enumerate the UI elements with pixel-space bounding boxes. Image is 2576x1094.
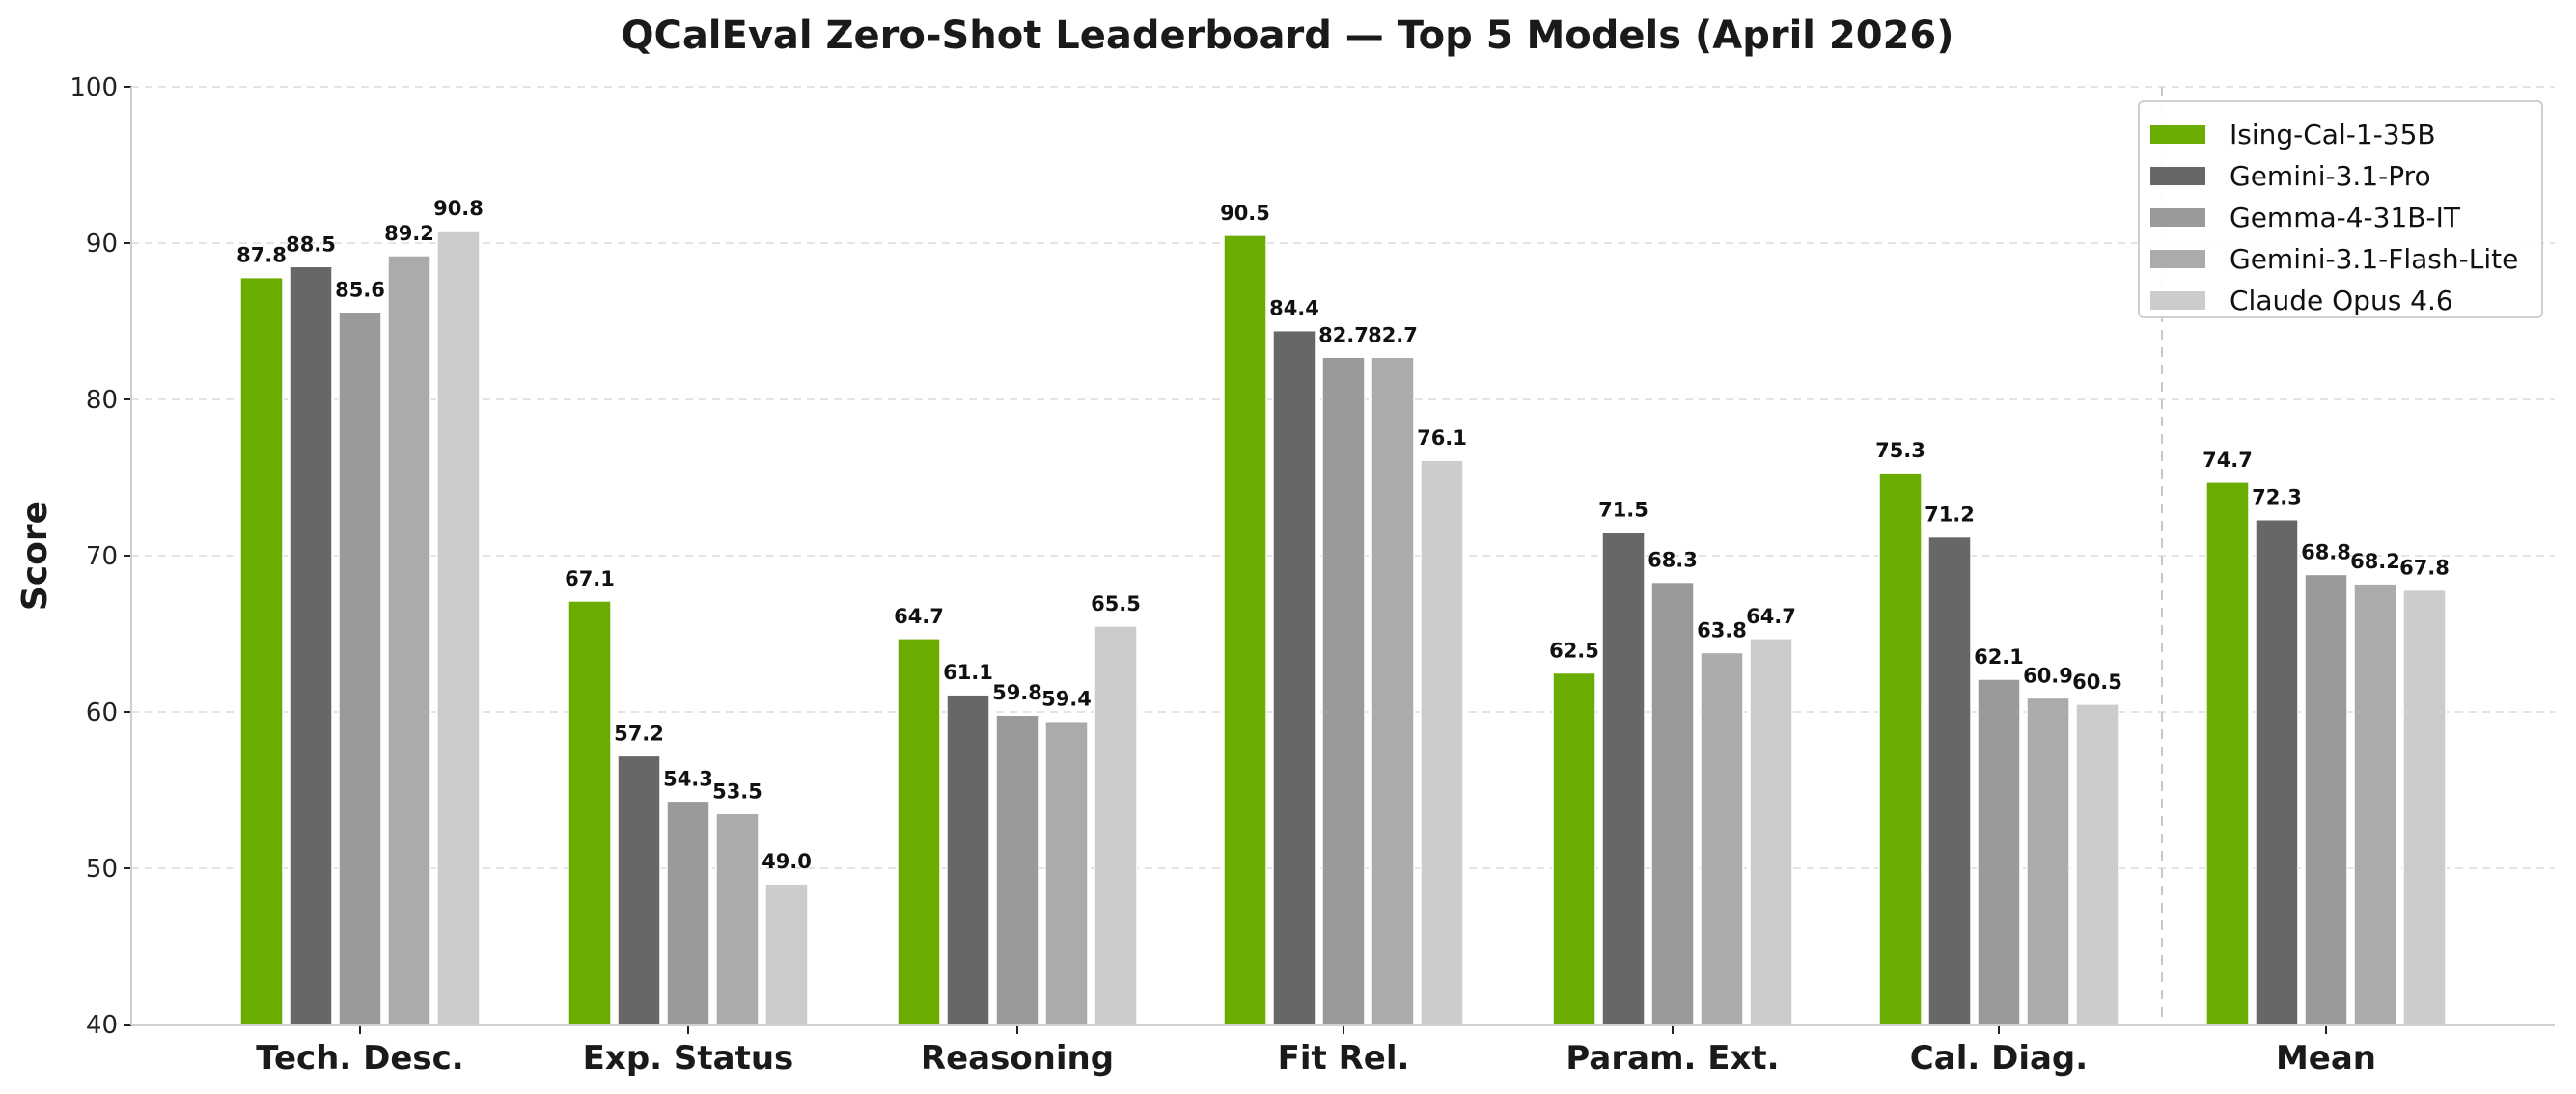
bar (2304, 573, 2348, 1026)
y-tick-label: 60 (86, 698, 118, 727)
value-label: 49.0 (762, 850, 812, 873)
bar (2353, 583, 2397, 1026)
legend-label: Claude Opus 4.6 (2230, 285, 2453, 316)
value-label: 88.5 (286, 232, 336, 256)
bar (2255, 518, 2299, 1026)
legend-frame (2138, 100, 2543, 318)
bar (2026, 697, 2070, 1026)
legend-label: Ising-Cal-1-35B (2230, 119, 2436, 150)
bar (1700, 651, 1744, 1026)
value-label: 53.5 (712, 779, 762, 803)
bar (1420, 459, 1464, 1026)
legend-label: Gemini-3.1-Flash-Lite (2230, 243, 2518, 275)
value-label: 74.7 (2202, 449, 2253, 472)
value-label: 85.6 (335, 278, 385, 301)
bar (1749, 638, 1793, 1026)
value-label: 89.2 (384, 222, 434, 245)
bar (1601, 531, 1646, 1026)
bar (387, 255, 431, 1026)
bar (764, 883, 809, 1026)
x-tick-label: Tech. Desc. (256, 1039, 463, 1078)
bar (338, 311, 382, 1026)
bar (239, 276, 284, 1026)
value-label: 57.2 (614, 722, 664, 745)
bar (1094, 625, 1138, 1026)
bar (2402, 588, 2447, 1026)
value-label: 90.8 (433, 197, 484, 220)
x-tick-label: Param. Ext. (1565, 1039, 1779, 1078)
value-label: 60.5 (2072, 670, 2122, 694)
value-label: 60.9 (2023, 664, 2073, 687)
bar (289, 265, 333, 1026)
chart-title: QCalEval Zero-Shot Leaderboard — Top 5 M… (621, 14, 1953, 58)
value-label: 68.3 (1648, 549, 1698, 572)
bar (1223, 234, 1267, 1026)
value-label: 71.2 (1925, 504, 1975, 527)
bar (995, 714, 1039, 1026)
value-label: 54.3 (663, 767, 713, 790)
y-tick-label: 90 (86, 230, 118, 259)
bar (436, 230, 481, 1026)
value-label: 87.8 (236, 244, 287, 267)
value-label: 72.3 (2252, 486, 2302, 509)
y-tick-label: 50 (86, 855, 118, 884)
x-tick-label: Reasoning (921, 1039, 1114, 1078)
value-label: 67.8 (2399, 557, 2450, 580)
legend-swatch (2150, 125, 2205, 144)
bar (666, 800, 710, 1026)
value-label: 62.1 (1974, 645, 2024, 669)
y-tick-label: 100 (69, 73, 118, 102)
value-label: 84.4 (1269, 297, 1319, 320)
bar (1650, 581, 1695, 1026)
bar (1321, 356, 1366, 1026)
value-label: 67.1 (565, 567, 615, 590)
legend-swatch (2150, 208, 2205, 227)
bar (2075, 703, 2119, 1026)
value-label: 64.7 (1746, 605, 1796, 628)
value-label: 90.5 (1220, 202, 1270, 225)
x-tick-label: Fit Rel. (1278, 1039, 1410, 1078)
value-label: 65.5 (1091, 592, 1141, 615)
legend-swatch (2150, 167, 2205, 185)
bar (1878, 472, 1923, 1026)
legend-label: Gemma-4-31B-IT (2230, 202, 2461, 233)
value-label: 75.3 (1875, 439, 1925, 462)
bar (946, 694, 990, 1026)
bar (897, 638, 941, 1026)
value-label: 59.8 (992, 681, 1042, 704)
value-label: 61.1 (943, 661, 993, 684)
bar (568, 600, 612, 1026)
bar (617, 754, 661, 1026)
y-axis-label: Score (15, 501, 55, 611)
value-label: 82.7 (1318, 323, 1369, 346)
value-label: 63.8 (1697, 618, 1747, 642)
y-tick-label: 80 (86, 386, 118, 415)
value-label: 64.7 (894, 605, 944, 628)
value-label: 59.4 (1041, 688, 1092, 711)
y-tick-label: 70 (86, 542, 118, 571)
bar (1552, 671, 1596, 1026)
value-label: 71.5 (1598, 499, 1648, 522)
y-tick-label: 40 (86, 1011, 118, 1040)
bar (1044, 720, 1089, 1026)
bar (715, 812, 760, 1026)
x-tick-label: Cal. Diag. (1910, 1039, 2088, 1078)
legend-swatch (2150, 291, 2205, 310)
bar (2205, 481, 2250, 1026)
x-tick-label: Exp. Status (583, 1039, 794, 1078)
legend-swatch (2150, 250, 2205, 268)
value-label: 62.5 (1549, 640, 1599, 663)
value-label: 68.8 (2301, 540, 2351, 563)
legend-label: Gemini-3.1-Pro (2230, 160, 2431, 192)
legend: Ising-Cal-1-35B Gemini-3.1-Pro Gemma-4-31B… (2138, 100, 2543, 318)
value-label: 76.1 (1417, 426, 1467, 450)
value-label: 68.2 (2350, 550, 2400, 573)
x-tick-label: Mean (2276, 1039, 2376, 1078)
bar (1927, 535, 1972, 1026)
bar (1272, 329, 1316, 1026)
bar (1977, 678, 2021, 1026)
value-label: 82.7 (1368, 323, 1418, 346)
bar (1371, 356, 1415, 1026)
